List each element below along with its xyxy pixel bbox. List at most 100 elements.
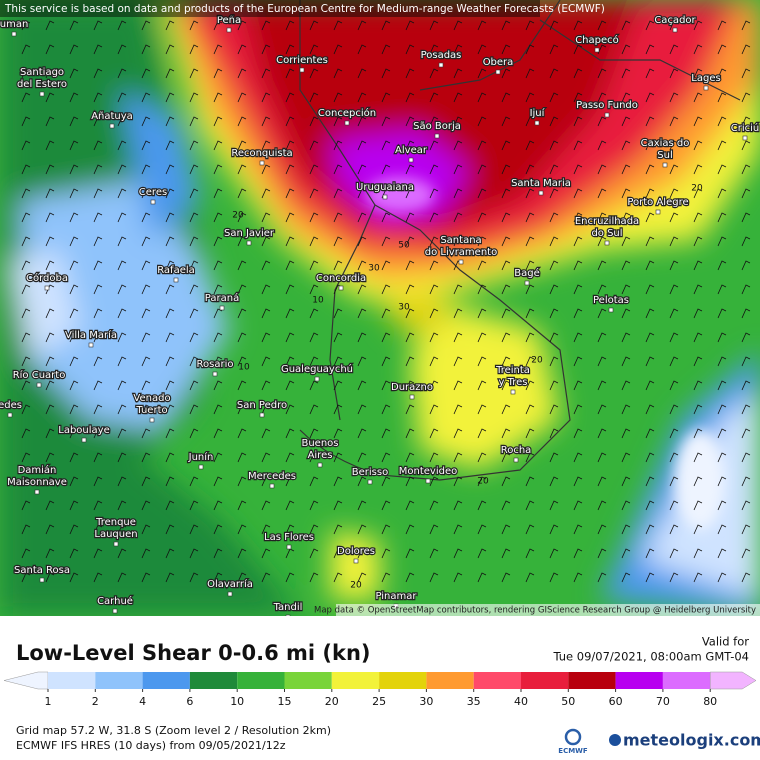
- barb: [597, 548, 607, 559]
- barb: [549, 548, 559, 559]
- barb: [501, 452, 511, 463]
- barb: [117, 164, 127, 175]
- barb: [309, 284, 319, 295]
- barb: [429, 236, 439, 247]
- city-marker: [36, 382, 42, 388]
- barb: [309, 140, 319, 151]
- barb: [237, 140, 247, 151]
- barb: [165, 548, 175, 559]
- barb: [645, 20, 655, 31]
- barb: [717, 140, 727, 151]
- barb: [429, 524, 439, 535]
- barb: [285, 332, 295, 343]
- barb: [117, 212, 127, 223]
- barb: [357, 260, 367, 271]
- barb: [621, 44, 631, 55]
- barb: [261, 188, 271, 199]
- barb: [237, 20, 247, 31]
- barb: [645, 452, 655, 463]
- barb: [237, 164, 247, 175]
- barb: [405, 20, 415, 31]
- city-label: Posadas: [421, 50, 462, 61]
- barb: [93, 404, 103, 415]
- barb: [597, 572, 607, 583]
- barb: [405, 164, 415, 175]
- barb: [45, 332, 55, 343]
- barb: [261, 500, 271, 511]
- barb: [453, 68, 463, 79]
- barb: [621, 476, 631, 487]
- barb: [117, 140, 127, 151]
- barb: [237, 356, 247, 367]
- barb: [717, 92, 727, 103]
- legend-swatch: [473, 672, 521, 689]
- barb: [597, 428, 607, 439]
- barb: [381, 404, 391, 415]
- valid-label: Valid for: [702, 635, 749, 649]
- barb: [693, 164, 703, 175]
- barb: [309, 548, 319, 559]
- legend-swatch: [521, 672, 569, 689]
- barb: [669, 260, 679, 271]
- barb: [501, 284, 511, 295]
- barb: [189, 332, 199, 343]
- barb: [741, 140, 751, 151]
- barb: [357, 404, 367, 415]
- barb: [261, 284, 271, 295]
- barb: [669, 92, 679, 103]
- barb: [285, 92, 295, 103]
- barb: [285, 260, 295, 271]
- barb: [501, 548, 511, 559]
- city-label: uman: [0, 19, 28, 30]
- barb: [93, 356, 103, 367]
- barb: [21, 308, 31, 319]
- city-label: San Javier: [224, 228, 275, 239]
- city-label: Junín: [188, 451, 214, 463]
- city-marker: [510, 389, 516, 395]
- barb: [429, 404, 439, 415]
- barb: [693, 548, 703, 559]
- barb: [381, 20, 391, 31]
- barb: [525, 476, 535, 487]
- barb: [261, 20, 271, 31]
- barb: [45, 500, 55, 511]
- barb: [213, 332, 223, 343]
- brand[interactable]: meteologix.com: [623, 731, 760, 750]
- barb: [357, 548, 367, 559]
- barb: [261, 164, 271, 175]
- barb: [597, 68, 607, 79]
- city-label: Rocha: [501, 445, 532, 456]
- barb: [165, 356, 175, 367]
- barb: [573, 20, 583, 31]
- barb: [741, 332, 751, 343]
- barb: [645, 356, 655, 367]
- barb: [573, 404, 583, 415]
- barb: [45, 356, 55, 367]
- wind-barbs: [21, 20, 751, 583]
- city-label: Berisso: [352, 467, 388, 478]
- barb: [381, 116, 391, 127]
- barb: [501, 428, 511, 439]
- barb: [717, 188, 727, 199]
- city-label: Caxias do: [641, 138, 690, 149]
- city-label: Montevideo: [399, 466, 457, 477]
- barb: [573, 356, 583, 367]
- barb: [429, 308, 439, 319]
- barb: [501, 236, 511, 247]
- barb: [549, 332, 559, 343]
- barb: [93, 68, 103, 79]
- barb: [261, 476, 271, 487]
- barb: [141, 428, 151, 439]
- barb: [501, 332, 511, 343]
- barb: [93, 116, 103, 127]
- city-label: Tandil: [273, 602, 303, 613]
- barb: [597, 380, 607, 391]
- city-marker: [227, 591, 233, 597]
- barb: [213, 476, 223, 487]
- barb: [21, 404, 31, 415]
- barb: [597, 404, 607, 415]
- barb: [69, 548, 79, 559]
- barb: [645, 476, 655, 487]
- barb: [309, 524, 319, 535]
- barb: [69, 140, 79, 151]
